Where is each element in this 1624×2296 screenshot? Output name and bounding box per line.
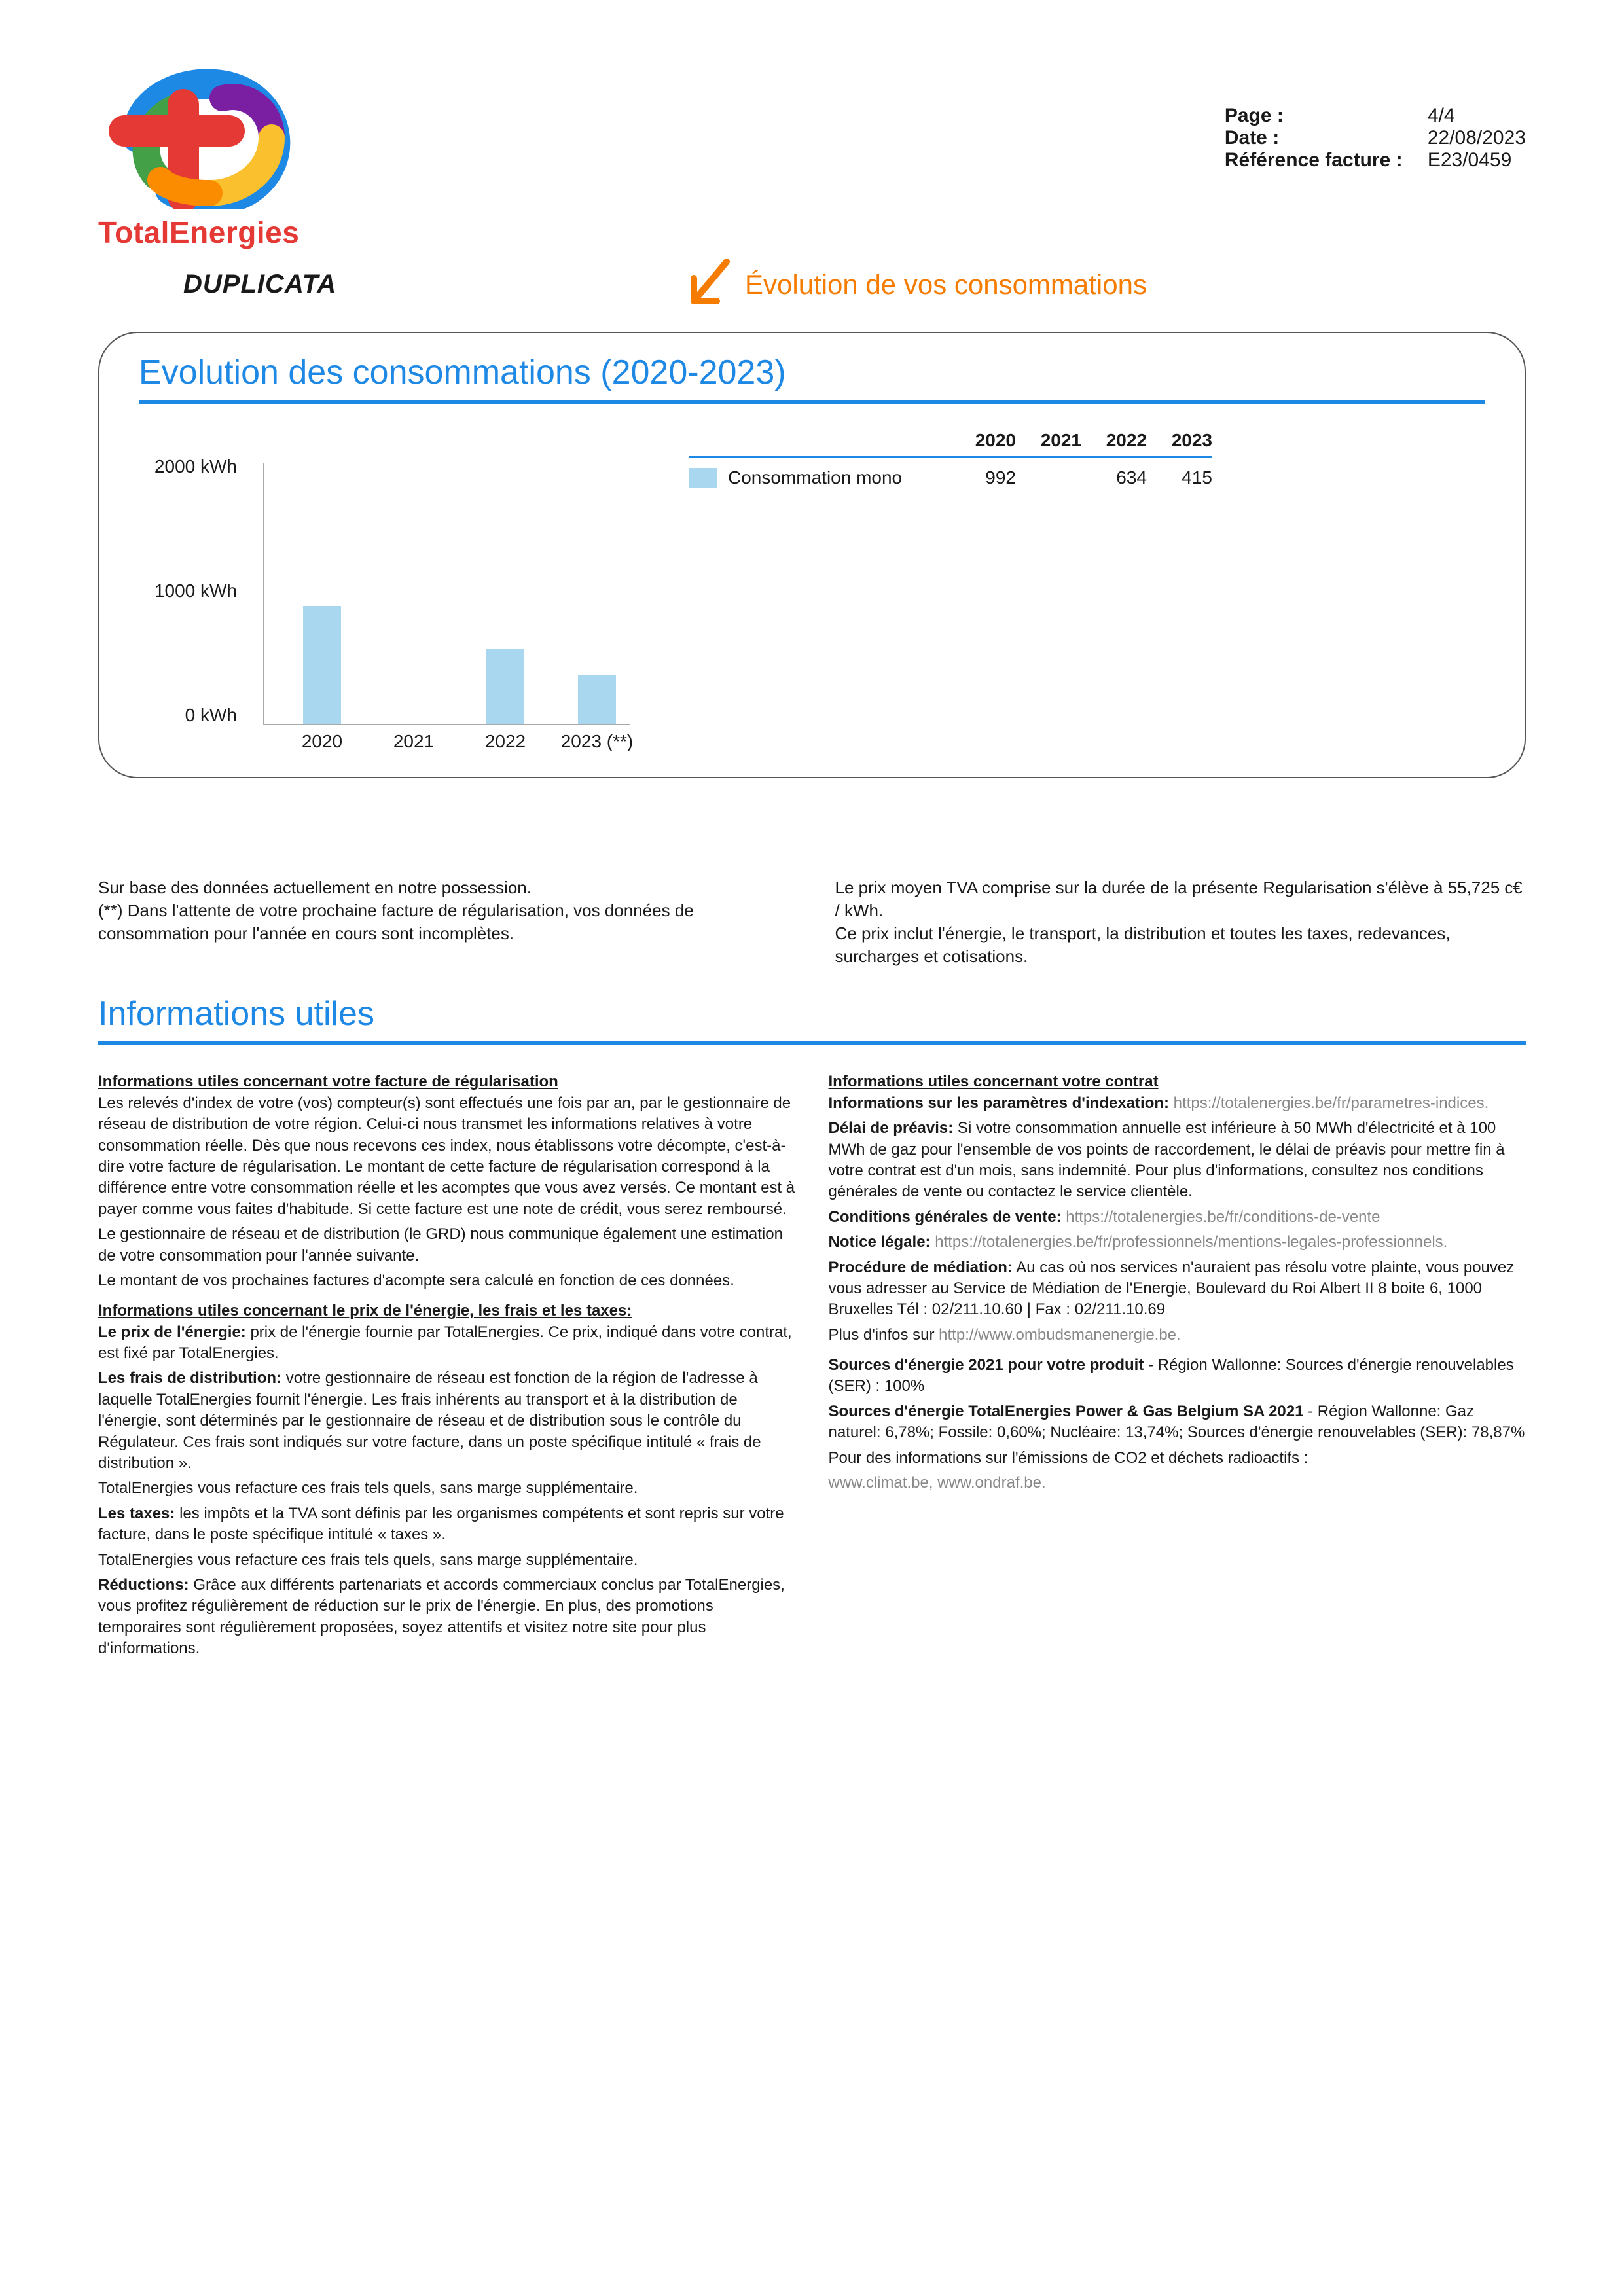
info-left-p9-t: Grâce aux différents partenariats et acc… [98,1576,785,1657]
y-tick-2000: 2000 kWh [126,456,237,477]
info-left-p9-b: Réductions: [98,1576,189,1594]
legend-table: 2020 2021 2022 2023 Consommation mono 99… [689,430,1212,744]
info-left-p1: Les relevés d'index de votre (vos) compt… [98,1093,796,1220]
legend-swatch [689,468,717,488]
info-left-p4: Le prix de l'énergie: prix de l'énergie … [98,1322,796,1365]
info-right-p7-b: Sources d'énergie 2021 pour votre produi… [829,1356,1144,1374]
legend-header-spacer [689,430,950,451]
legend-val-3: 415 [1147,467,1212,488]
chart-body: 2000 kWh 1000 kWh 0 kWh 2020202120222023… [139,423,1485,744]
meta-block: Page : 4/4 Date : 22/08/2023 Référence f… [1225,105,1526,171]
info-right-p4-link: https://totalenergies.be/fr/professionne… [935,1233,1447,1251]
info-right-p5: Procédure de médiation: Au cas où nos se… [829,1257,1526,1321]
notes-left: Sur base des données actuellement en not… [98,876,789,968]
bars-area [263,463,630,725]
meta-date-value: 22/08/2023 [1428,127,1526,149]
meta-date-label: Date : [1225,127,1428,149]
info-right-p1: Informations sur les paramètres d'indexa… [829,1093,1526,1114]
meta-page-label: Page : [1225,105,1428,127]
legend-row: Consommation mono 992 634 415 [689,458,1212,488]
info-left-p9: Réductions: Grâce aux différents partena… [98,1575,796,1660]
info-left-p7-b: Les taxes: [98,1505,175,1522]
info-title: Informations utiles [98,994,1526,1045]
info-right-h1: Informations utiles concernant votre con… [829,1071,1526,1092]
info-right-p6: Plus d'infos sur http://www.ombudsmanene… [829,1325,1526,1346]
info-right-p8-b: Sources d'énergie TotalEnergies Power & … [829,1403,1304,1420]
arrow-down-left-icon [687,259,733,311]
info-left-p6: TotalEnergies vous refacture ces frais t… [98,1478,796,1499]
legend-year-0: 2020 [950,430,1016,451]
bar-2023 (**) [578,675,616,724]
info-right-p1-link: https://totalenergies.be/fr/parametres-i… [1174,1094,1489,1112]
meta-page-value: 4/4 [1428,105,1455,127]
x-label-3: 2023 (**) [558,731,636,752]
y-tick-1000: 1000 kWh [126,581,237,601]
meta-ref-value: E23/0459 [1428,149,1511,171]
meta-ref: Référence facture : E23/0459 [1225,149,1526,171]
legend-year-1: 2021 [1016,430,1081,451]
info-right-col: Informations utiles concernant votre con… [829,1062,1526,1663]
info-right-p6-link: http://www.ombudsmanenergie.be. [939,1326,1181,1344]
info-right-p5-b: Procédure de médiation: [829,1259,1013,1276]
legend-val-2: 634 [1081,467,1147,488]
info-right-p4: Notice légale: https://totalenergies.be/… [829,1232,1526,1253]
meta-ref-label: Référence facture : [1225,149,1428,171]
info-right-p9-link: www.climat.be, www.ondraf.be. [829,1473,1526,1494]
info-right-p4-b: Notice légale: [829,1233,935,1251]
x-label-0: 2020 [283,731,361,752]
info-body: Informations utiles concernant votre fac… [98,1062,1526,1663]
info-right-p3: Conditions générales de vente: https://t… [829,1207,1526,1228]
info-left-p2: Le gestionnaire de réseau et de distribu… [98,1224,796,1266]
chart-title: Evolution des consommations (2020-2023) [139,353,1485,404]
info-left-p8: TotalEnergies vous refacture ces frais t… [98,1550,796,1571]
legend-year-2: 2022 [1081,430,1147,451]
bar-2022 [486,649,524,724]
notes-right: Le prix moyen TVA comprise sur la durée … [835,876,1526,968]
info-left-p3: Le montant de vos prochaines factures d'… [98,1270,796,1291]
legend-series-name: Consommation mono [728,467,950,488]
info-left-p5-b: Les frais de distribution: [98,1369,281,1387]
info-left-p7: Les taxes: les impôts et la TVA sont déf… [98,1503,796,1546]
info-right-p6-t: Plus d'infos sur [829,1326,939,1344]
legend-val-0: 992 [950,467,1016,488]
x-label-1: 2021 [374,731,453,752]
consumption-chart-panel: Evolution des consommations (2020-2023) … [98,332,1526,778]
meta-page: Page : 4/4 [1225,105,1526,127]
bar-2020 [303,606,341,724]
brand-name: TotalEnergies [98,215,314,250]
info-right-p1-b: Informations sur les paramètres d'indexa… [829,1094,1174,1112]
legend-year-3: 2023 [1147,430,1212,451]
chart-plot: 2000 kWh 1000 kWh 0 kWh 2020202120222023… [139,423,649,744]
header: TotalEnergies Page : 4/4 Date : 22/08/20… [98,59,1526,250]
info-left-p7-t: les impôts et la TVA sont définis par le… [98,1505,784,1543]
logo-block: TotalEnergies [98,59,314,250]
legend-header: 2020 2021 2022 2023 [689,430,1212,458]
info-left-h2: Informations utiles concernant le prix d… [98,1300,796,1321]
info-right-p3-b: Conditions générales de vente: [829,1208,1066,1226]
info-right-p2: Délai de préavis: Si votre consommation … [829,1118,1526,1203]
annotation: Évolution de vos consommations [687,259,1147,311]
x-label-2: 2022 [466,731,545,752]
info-left-col: Informations utiles concernant votre fac… [98,1062,796,1663]
info-right-p8: Sources d'énergie TotalEnergies Power & … [829,1401,1526,1444]
info-right-p2-b: Délai de préavis: [829,1119,954,1137]
info-right-p7: Sources d'énergie 2021 pour votre produi… [829,1355,1526,1397]
info-left-h1: Informations utiles concernant votre fac… [98,1071,796,1092]
info-left-p4-b: Le prix de l'énergie: [98,1323,246,1341]
notes-section: Sur base des données actuellement en not… [98,876,1526,968]
y-tick-0: 0 kWh [126,705,237,726]
meta-date: Date : 22/08/2023 [1225,127,1526,149]
annotation-text: Évolution de vos consommations [745,269,1147,300]
totalenergies-logo [98,59,314,209]
info-right-p9: Pour des informations sur l'émissions de… [829,1448,1526,1469]
info-right-p3-link: https://totalenergies.be/fr/conditions-d… [1066,1208,1380,1226]
info-left-p5: Les frais de distribution: votre gestion… [98,1368,796,1474]
